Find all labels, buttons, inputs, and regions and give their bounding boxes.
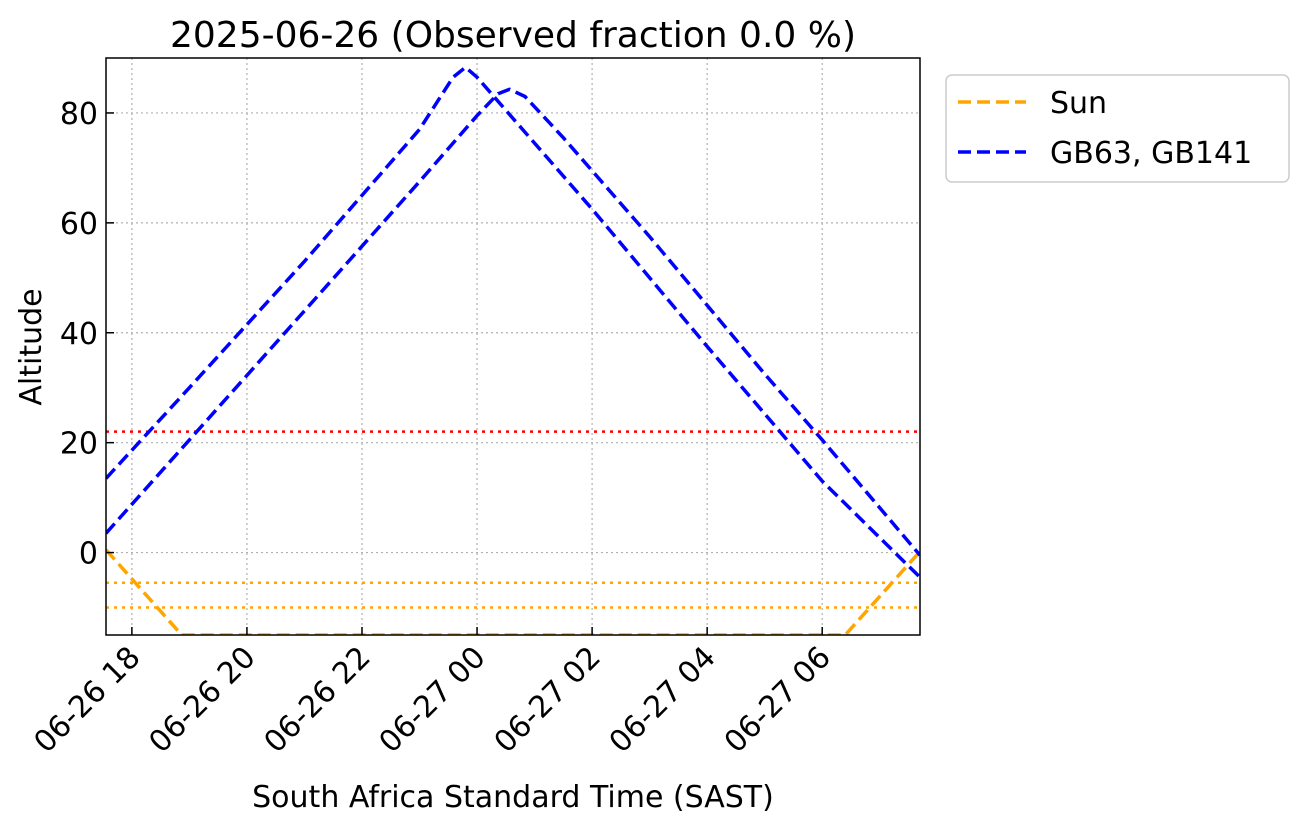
chart-title: 2025-06-26 (Observed fraction 0.0 %)	[170, 15, 856, 56]
legend-box	[945, 74, 1290, 183]
x-tick-label: 06-27 00	[373, 640, 493, 760]
legend-label-targets: GB63, GB141	[1050, 136, 1252, 171]
legend-label-sun: Sun	[1050, 86, 1107, 121]
series-line-0	[106, 548, 920, 635]
plot-frame	[105, 57, 921, 636]
x-tick-label: 06-26 22	[258, 640, 378, 760]
x-tick-label: 06-26 18	[27, 640, 147, 760]
y-axis-label: Altitude	[14, 288, 49, 405]
y-tick-label: 20	[60, 427, 98, 462]
y-axis-ticks: 0 20 40 60 80	[60, 97, 114, 572]
series-lines	[106, 65, 920, 635]
y-tick-label: 40	[60, 317, 98, 352]
legend: Sun GB63, GB141	[945, 74, 1290, 183]
y-tick-label: 0	[79, 537, 98, 572]
series-line-2	[106, 87, 920, 557]
x-tick-label: 06-27 02	[488, 640, 608, 760]
grid	[106, 58, 920, 635]
y-tick-label: 80	[60, 97, 98, 132]
x-axis-label: South Africa Standard Time (SAST)	[252, 780, 774, 815]
reference-lines	[106, 430, 920, 609]
series-line-1	[106, 65, 920, 579]
x-tick-label: 06-27 04	[603, 640, 723, 760]
x-tick-label: 06-26 20	[142, 640, 262, 760]
x-tick-label: 06-27 06	[718, 640, 838, 760]
y-tick-label: 60	[60, 207, 98, 242]
